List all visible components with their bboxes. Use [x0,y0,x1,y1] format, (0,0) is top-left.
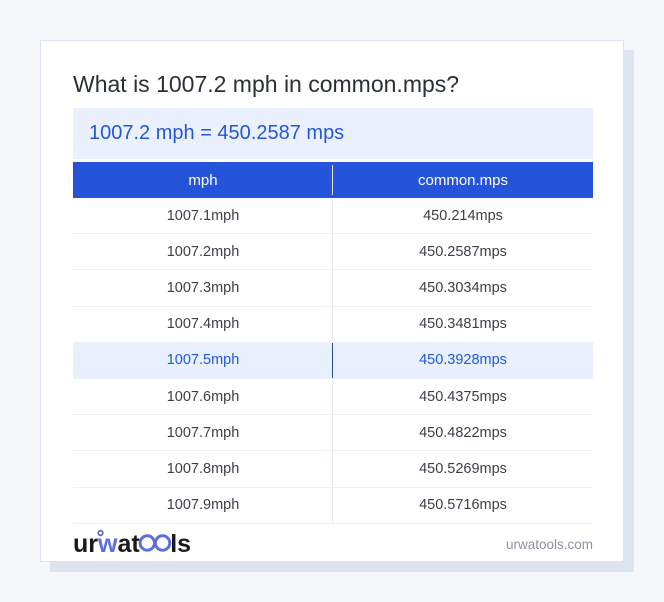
svg-text:u: u [73,530,88,558]
svg-text:l: l [170,530,177,558]
svg-text:s: s [177,530,191,558]
svg-text:w: w [97,530,118,558]
svg-text:r: r [88,530,98,558]
svg-text:a: a [117,530,132,558]
